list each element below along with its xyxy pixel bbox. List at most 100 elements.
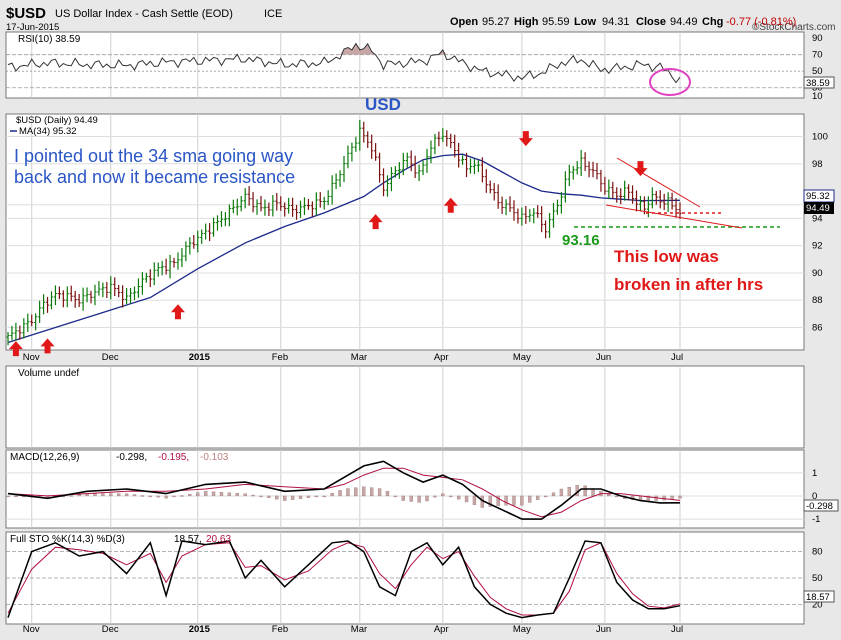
month-label-bottom: Apr	[434, 624, 449, 635]
resistance-note-line2: back and now it became resistance	[14, 167, 295, 187]
sto-legend-k: 18.57,	[174, 534, 202, 545]
macd-histogram-bar	[93, 494, 96, 496]
macd-histogram-bar	[370, 488, 373, 496]
macd-histogram-bar	[584, 486, 587, 496]
macd-histogram-bar	[70, 495, 73, 496]
macd-histogram-bar	[180, 495, 183, 496]
macd-histogram-bar	[149, 496, 152, 497]
macd-histogram-bar	[394, 496, 397, 497]
sto-last-tag: 18.57	[806, 592, 830, 603]
price-tick-label: 90	[812, 268, 823, 279]
macd-histogram-bar	[173, 496, 176, 497]
macd-histogram-bar	[331, 493, 334, 496]
open-label: Open	[450, 16, 478, 28]
low-label: Low	[574, 16, 596, 28]
sto-tick-label: 50	[812, 573, 823, 584]
macd-histogram-bar	[252, 495, 255, 496]
macd-histogram-bar	[552, 493, 555, 496]
rsi-last-tag: 38.59	[806, 78, 830, 89]
instrument-name: US Dollar Index - Cash Settle (EOD)	[55, 8, 233, 20]
month-label-mid: Feb	[272, 352, 288, 363]
volume-panel	[6, 366, 804, 448]
macd-histogram-bar	[465, 496, 468, 502]
ohlc-summary: Open 95.27 High 95.59 Low 94.31 Close 94…	[450, 16, 796, 28]
macd-tick-label: -1	[812, 514, 820, 525]
macd-histogram-bar	[386, 491, 389, 496]
macd-histogram-bar	[473, 496, 476, 505]
macd-histogram-bar	[323, 496, 326, 497]
sto-tick-label: 80	[812, 547, 823, 558]
macd-histogram-bar	[165, 496, 168, 498]
chg-label: Chg	[702, 16, 723, 28]
macd-histogram-bar	[117, 494, 120, 496]
month-label-mid: Nov	[23, 352, 40, 363]
close-value: 94.49	[670, 16, 698, 28]
macd-histogram-bar	[505, 496, 508, 505]
month-label-bottom: Nov	[23, 624, 40, 635]
broken-note-line2: broken in after hrs	[614, 275, 763, 294]
macd-histogram-bar	[109, 494, 112, 496]
macd-legend-signal: -0.195,	[158, 452, 189, 463]
price-tick-label: 94	[812, 213, 823, 224]
macd-histogram-bar	[544, 496, 547, 497]
macd-histogram-bar	[236, 493, 239, 496]
macd-histogram-bar	[228, 493, 231, 496]
macd-histogram-bar	[607, 494, 610, 496]
month-label-bottom: Jun	[596, 624, 611, 635]
macd-histogram-bar	[568, 487, 571, 496]
macd-histogram-bar	[663, 496, 666, 500]
macd-histogram-bar	[418, 496, 421, 502]
macd-histogram-bar	[671, 496, 674, 499]
low-value-label: 93.16	[562, 232, 600, 249]
month-label-bottom: Jul	[671, 624, 683, 635]
high-label: High	[514, 16, 539, 28]
macd-histogram-bar	[354, 488, 357, 496]
macd-histogram-bar	[679, 496, 682, 498]
price-tick-label: 98	[812, 159, 823, 170]
sto-legend: Full STO %K(14,3) %D(3) 18.57, 20.63	[10, 534, 231, 545]
chg-value: -0.77 (-0.81%)	[726, 16, 796, 28]
macd-tick-label: 1	[812, 468, 817, 479]
macd-histogram-bar	[125, 494, 128, 496]
macd-histogram-bar	[536, 496, 539, 500]
sto-last-tag-group: 18.57	[804, 591, 834, 603]
month-label-bottom: Dec	[102, 624, 119, 635]
rsi-tick-label: 50	[812, 66, 823, 77]
chart-date: 17-Jun-2015	[6, 22, 59, 33]
ma-legend-text: MA(34) 95.32	[19, 126, 77, 137]
sto-legend-d: 20.63	[206, 534, 231, 545]
month-label-bottom: Feb	[272, 624, 288, 635]
rsi-legend-text: RSI(10) 38.59	[18, 34, 81, 45]
price-last-tag: 94.49	[806, 203, 830, 214]
macd-histogram-bar	[339, 490, 342, 496]
macd-histogram-bar	[615, 496, 618, 497]
macd-histogram-bar	[14, 496, 17, 497]
macd-histogram-bar	[259, 496, 262, 497]
macd-histogram-bar	[457, 496, 460, 499]
price-tick-label: 86	[812, 323, 823, 334]
resistance-note-line1: I pointed out the 34 sma going way	[14, 146, 293, 166]
macd-legend-value: -0.298,	[116, 452, 147, 463]
broken-note-line1: This low was	[614, 247, 719, 266]
sto-legend-name: Full STO %K(14,3) %D(3)	[10, 534, 125, 545]
month-label-mid: Jul	[671, 352, 683, 363]
month-label-mid: Dec	[102, 352, 119, 363]
macd-histogram-bar	[291, 496, 294, 500]
macd-histogram-bar	[528, 496, 531, 502]
macd-histogram-bar	[362, 487, 365, 496]
month-label-mid: 2015	[189, 352, 211, 363]
usd-annotation: USD	[365, 95, 401, 114]
macd-histogram-bar	[275, 496, 278, 499]
macd-histogram-bar	[441, 494, 444, 496]
macd-histogram-bar	[449, 496, 452, 497]
macd-histogram-bar	[196, 493, 199, 496]
close-label: Close	[636, 16, 666, 28]
ma-last-tag: 95.32	[806, 191, 830, 202]
macd-histogram-bar	[188, 494, 191, 496]
macd-histogram-bar	[133, 495, 136, 496]
macd-histogram-bar	[299, 496, 302, 499]
price-tick-label: 88	[812, 295, 823, 306]
rsi-last-tag-group: 38.59	[804, 77, 834, 89]
macd-histogram-bar	[101, 494, 104, 496]
